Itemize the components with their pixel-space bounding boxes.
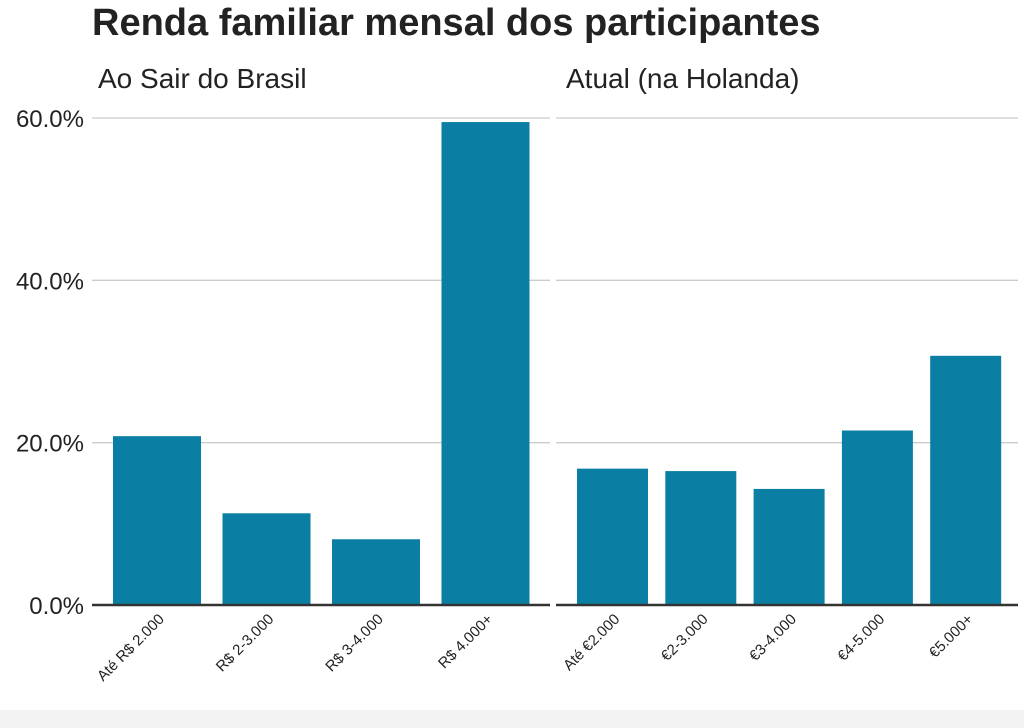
bottom-band: [0, 710, 1024, 728]
bar: [841, 430, 913, 605]
x-tick-label: €4-5.000: [834, 611, 888, 665]
x-tick-label: Até €2.000: [560, 611, 623, 674]
x-tick-label: Até R$ 2.000: [94, 611, 168, 685]
panel-subtitle: Ao Sair do Brasil: [98, 63, 307, 94]
x-tick-label: €5.000+: [926, 611, 977, 662]
y-tick-label: 40.0%: [16, 268, 84, 295]
panel-subtitle: Atual (na Holanda): [566, 63, 799, 94]
bar: [441, 122, 530, 605]
bar: [930, 355, 1002, 605]
bar: [665, 471, 737, 605]
y-tick-label: 0.0%: [29, 593, 84, 620]
bar: [753, 488, 825, 605]
y-tick-label: 20.0%: [16, 431, 84, 458]
x-tick-label: R$ 4.000+: [435, 611, 496, 672]
y-tick-label: 60.0%: [16, 106, 84, 133]
chart-title: Renda familiar mensal dos participantes: [92, 2, 821, 44]
x-tick-label: €2-3.000: [658, 611, 712, 665]
x-tick-label: €3-4.000: [746, 611, 800, 665]
bar: [222, 513, 311, 605]
bar: [332, 539, 420, 605]
x-tick-label: R$ 2-3.000: [213, 611, 278, 676]
x-tick-label: R$ 3-4.000: [322, 611, 387, 676]
bar: [113, 436, 201, 605]
bar: [577, 468, 648, 605]
